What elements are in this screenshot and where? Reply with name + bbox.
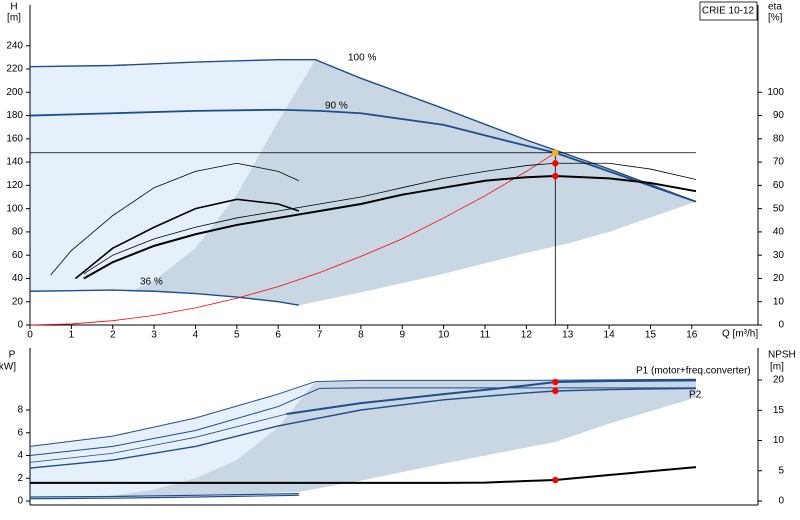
y2-axis-unit: [m] [770, 362, 784, 373]
x-tick-label: 16 [686, 330, 698, 341]
y-tick-label: 60 [12, 250, 24, 261]
x-tick-label: 8 [358, 330, 364, 341]
y2-tick-label: 50 [773, 203, 785, 214]
duty-point [552, 387, 559, 395]
curve [29, 58, 697, 203]
curve [74, 198, 300, 280]
y2-tick-label: 10 [773, 296, 785, 307]
y2-tick-label: 70 [773, 157, 785, 168]
y2-tick-label: 90 [773, 110, 785, 121]
y-axis-unit: [kW] [0, 362, 16, 373]
y2-axis-label: eta [768, 2, 782, 13]
curve [29, 378, 696, 447]
curve [29, 387, 696, 469]
x-axis-label: Q [m³/h] [722, 329, 758, 340]
curve [29, 108, 697, 203]
y-axis-label: P [9, 350, 16, 361]
x-tick-label: 0 [27, 330, 33, 341]
y-tick-label: 120 [6, 180, 23, 191]
x-tick-label: 10 [438, 330, 450, 341]
duty-point [552, 476, 559, 484]
curve-label: 36 % [140, 277, 163, 288]
duty-point [552, 378, 559, 386]
curve [29, 413, 287, 463]
x-tick-label: 5 [234, 330, 240, 341]
y-tick-label: 20 [12, 296, 24, 307]
x-tick-label: 12 [521, 330, 533, 341]
x-tick-label: 9 [399, 330, 405, 341]
y2-tick-label: 100 [767, 87, 784, 98]
y-tick-label: 2 [17, 473, 23, 484]
x-tick-label: 3 [151, 330, 157, 341]
y-axis-label: H [10, 2, 17, 13]
curve-label: P2 [689, 390, 702, 401]
y-tick-label: 100 [6, 203, 23, 214]
y2-axis-unit: [%] [768, 13, 783, 24]
y2-tick-label: 20 [773, 375, 785, 386]
curve [83, 175, 697, 280]
x-tick-label: 13 [562, 330, 574, 341]
y-tick-label: 0 [17, 496, 23, 507]
curve [50, 162, 300, 276]
x-tick-label: 7 [317, 330, 323, 341]
curve [29, 289, 299, 306]
curve [29, 152, 556, 326]
curve [29, 494, 299, 500]
shaded-area [104, 379, 696, 498]
x-tick-label: 4 [193, 330, 199, 341]
x-tick-label: 6 [275, 330, 281, 341]
curve-label: 90 % [325, 101, 348, 112]
y2-tick-label: 80 [773, 133, 785, 144]
y-tick-label: 0 [17, 320, 23, 331]
model-label: CRIE 10-12 [702, 6, 755, 17]
x-tick-label: 11 [480, 330, 491, 341]
y-tick-label: 8 [17, 405, 23, 416]
duty-point [552, 160, 559, 167]
curve [286, 379, 696, 415]
x-tick-label: 14 [604, 330, 616, 341]
y-tick-label: 160 [6, 133, 23, 144]
x-tick-label: 1 [69, 330, 75, 341]
y2-tick-label: 20 [773, 273, 785, 284]
x-tick-label: 15 [645, 330, 657, 341]
curve [29, 387, 696, 457]
y2-tick-label: 40 [773, 227, 785, 238]
y-tick-label: 220 [6, 64, 23, 75]
y-tick-label: 140 [6, 157, 23, 168]
y-tick-label: 6 [17, 427, 23, 438]
x-tick-label: 2 [110, 330, 116, 341]
curve-label: 100 % [348, 53, 376, 64]
y2-tick-label: 10 [773, 435, 785, 446]
y2-axis-label: NPSH [768, 350, 796, 361]
curve [30, 466, 697, 484]
curve-label: P1 (motor+freq.converter) [636, 366, 751, 377]
y-axis-unit: [m] [7, 13, 21, 24]
y2-tick-label: 30 [773, 250, 785, 261]
curve [83, 162, 697, 275]
y-tick-label: 180 [6, 110, 23, 121]
y2-tick-label: 60 [773, 180, 785, 191]
y-tick-label: 40 [12, 273, 24, 284]
y-tick-label: 4 [17, 450, 23, 461]
model-box [699, 1, 758, 21]
y-tick-label: 80 [12, 227, 24, 238]
y2-tick-label: 0 [778, 320, 784, 331]
y-tick-label: 200 [6, 87, 23, 98]
y2-tick-label: 5 [778, 465, 784, 476]
duty-point [552, 149, 559, 156]
y-tick-label: 240 [6, 40, 23, 51]
curve [29, 493, 299, 498]
duty-point [552, 172, 559, 180]
y2-tick-label: 15 [773, 405, 785, 416]
y2-tick-label: 0 [778, 496, 784, 507]
